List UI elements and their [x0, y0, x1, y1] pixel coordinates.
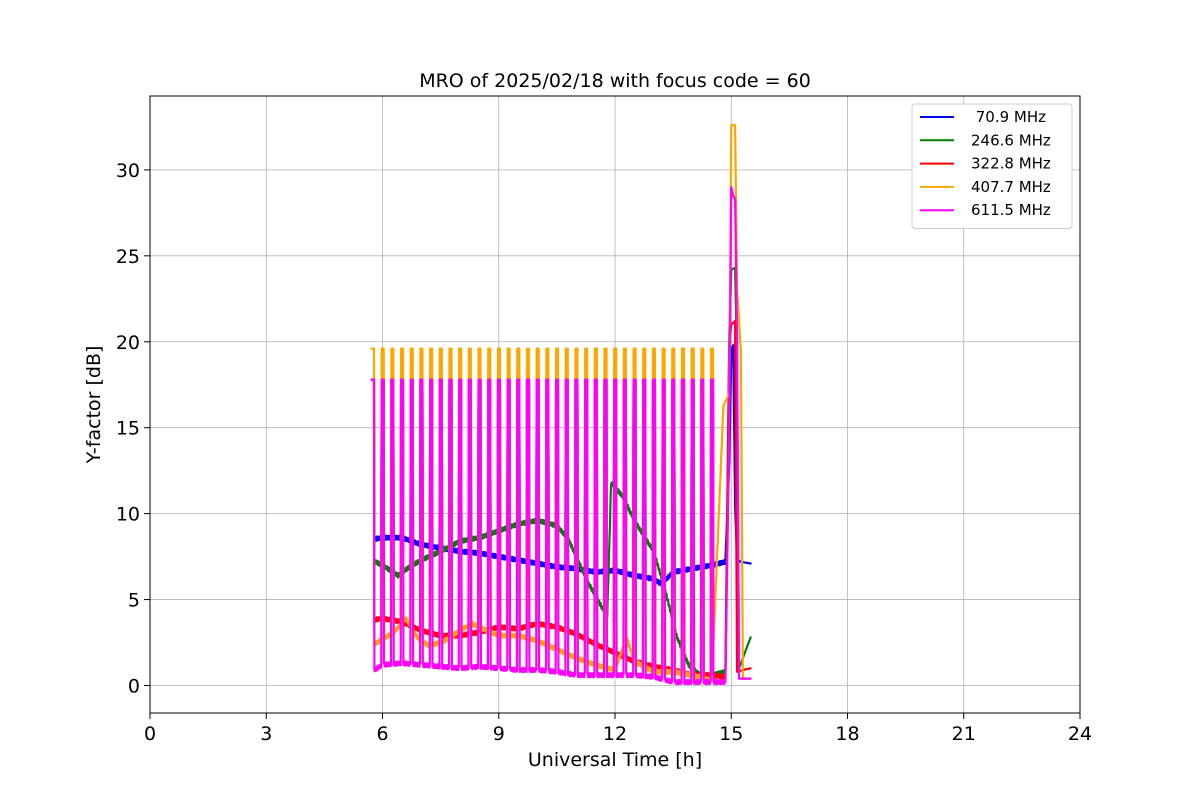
- x-tick-label: 18: [835, 723, 859, 745]
- y-tick-label: 20: [116, 332, 140, 354]
- x-axis: 0 3 6 9 12 15 18 21 24: [144, 713, 1092, 745]
- x-tick-label: 12: [603, 723, 627, 745]
- legend-label: 407.7 MHz: [971, 178, 1051, 196]
- x-tick-label: 9: [493, 723, 505, 745]
- legend-box: [911, 103, 1073, 229]
- y-tick-label: 5: [128, 590, 140, 612]
- legend-label: 70.9 MHz: [971, 108, 1046, 126]
- x-tick-label: 0: [144, 723, 156, 745]
- chart-title: MRO of 2025/02/18 with focus code = 60: [419, 70, 811, 92]
- y-tick-label: 25: [116, 246, 140, 268]
- legend: 70.9 MHz 246.6 MHz 322.8 MHz 407.7 MHz 611.5…: [911, 103, 1073, 229]
- legend-label: 322.8 MHz: [971, 155, 1051, 173]
- y-tick-label: 30: [116, 160, 140, 182]
- y-tick-label: 15: [116, 418, 140, 440]
- series-line-611-5-mhz: [370, 186, 752, 686]
- legend-label: 611.5 MHz: [971, 201, 1051, 219]
- x-tick-label: 24: [1068, 723, 1092, 745]
- y-axis: 0 5 10 15 20 25 30: [116, 160, 150, 698]
- x-tick-label: 6: [376, 723, 388, 745]
- y-axis-label: Y-factor [dB]: [83, 346, 105, 465]
- x-tick-label: 21: [952, 723, 976, 745]
- series-group: [370, 124, 752, 686]
- x-axis-label: Universal Time [h]: [528, 749, 702, 771]
- y-tick-label: 0: [128, 676, 140, 698]
- legend-label: 246.6 MHz: [971, 131, 1051, 149]
- y-tick-label: 10: [116, 504, 140, 526]
- x-tick-label: 15: [719, 723, 743, 745]
- x-tick-label: 3: [260, 723, 272, 745]
